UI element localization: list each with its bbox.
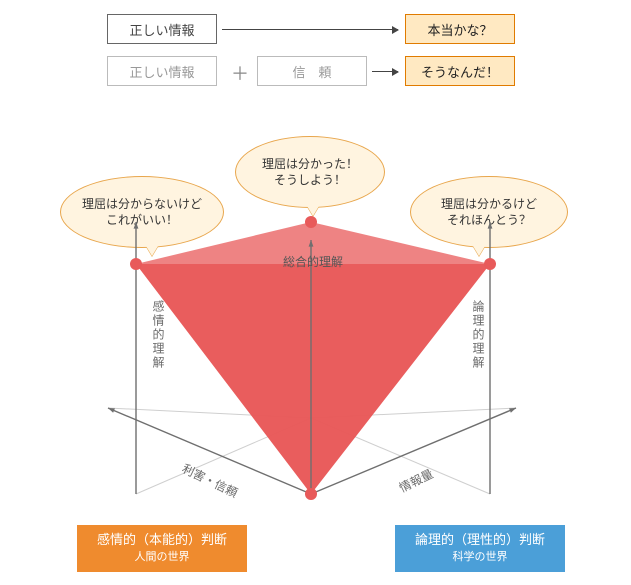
emotional-title: 感情的（本能的）判断: [97, 532, 227, 547]
axis-label-right: 論理的理解: [470, 300, 487, 370]
emotional-sub: 人間の世界: [87, 550, 237, 566]
emotional-judgement-label: 感情的（本能的）判断 人間の世界: [77, 525, 247, 572]
logical-judgement-label: 論理的（理性的）判断 科学の世界: [395, 525, 565, 572]
logical-title: 論理的（理性的）判断: [415, 532, 545, 547]
axis-label-top: 総合的理解: [283, 253, 343, 270]
axis-label-left: 感情的理解: [150, 300, 167, 370]
canvas: 正しい情報 本当かな？ 正しい情報 ＋ 信 頼 そうなんだ！ 理屈は分からないけ…: [0, 0, 631, 585]
understanding-triangle-diagram: [0, 0, 631, 585]
logical-sub: 科学の世界: [405, 550, 555, 566]
